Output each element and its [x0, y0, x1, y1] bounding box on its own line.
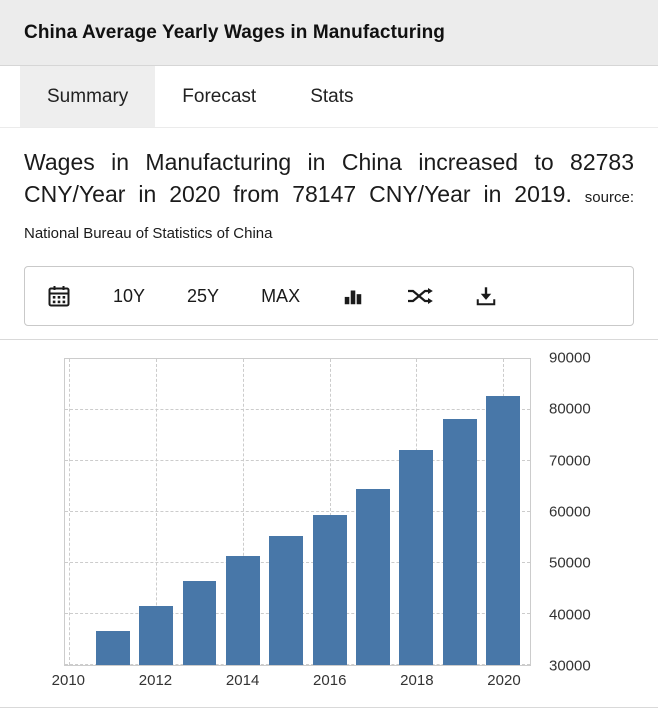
range-25y-button[interactable]: 25Y [185, 282, 221, 311]
bar-2016[interactable] [312, 514, 347, 665]
v-gridline [156, 359, 158, 665]
page-title: China Average Yearly Wages in Manufactur… [24, 21, 446, 43]
range-max-button[interactable]: MAX [259, 282, 302, 311]
chart-toolbar: 10Y 25Y MAX [24, 266, 634, 326]
chart-container: 30000 40000 50000 60000 70000 80000 90000 2010… [0, 339, 658, 708]
bar-2017[interactable] [356, 489, 390, 665]
x-tick-label: 2012 [138, 672, 173, 689]
y-tick-label: 50000 [549, 554, 591, 572]
y-tick-label: 80000 [549, 400, 591, 418]
bar-2019[interactable] [442, 419, 477, 665]
tab-bar: Summary Forecast Stats [0, 66, 658, 128]
range-10y-button[interactable]: 10Y [111, 282, 147, 311]
bar-2015[interactable] [269, 535, 304, 665]
tab-forecast[interactable]: Forecast [182, 85, 257, 107]
page-header: China Average Yearly Wages in Manufactur… [0, 0, 658, 66]
y-tick-label: 90000 [549, 349, 591, 367]
tab-summary[interactable]: Summary [20, 66, 156, 127]
bar-2013[interactable] [182, 581, 217, 665]
bar-2014[interactable] [225, 556, 260, 665]
bar-2020[interactable] [486, 395, 521, 665]
x-tick-label: 2018 [400, 672, 434, 689]
y-tick-label: 30000 [549, 657, 591, 675]
download-button[interactable] [473, 281, 499, 311]
h-gridline [65, 358, 530, 359]
calendar-icon [47, 284, 71, 308]
x-axis-labels: 2010 2012 2014 2016 2018 2020 [52, 672, 531, 694]
y-tick-label: 40000 [549, 606, 591, 624]
bar-2018[interactable] [399, 450, 434, 665]
chart-type-button[interactable] [340, 281, 366, 311]
y-tick-label: 70000 [549, 452, 591, 470]
download-icon [475, 285, 497, 307]
column-chart-icon [342, 285, 364, 307]
bar-2011[interactable] [95, 631, 130, 665]
summary-main-text: Wages in Manufacturing in China increase… [24, 149, 634, 207]
calendar-button[interactable] [45, 280, 73, 312]
x-tick-label: 2014 [225, 672, 260, 689]
bar-2012[interactable] [139, 605, 173, 665]
compare-icon [406, 285, 433, 307]
h-gridline [65, 409, 530, 410]
h-gridline [65, 460, 530, 461]
x-tick-label: 2016 [313, 672, 347, 689]
chart-plot-area [64, 358, 531, 666]
y-tick-label: 60000 [549, 503, 591, 521]
v-gridline [242, 359, 244, 665]
y-axis-labels: 30000 40000 50000 60000 70000 80000 90000 [532, 350, 654, 675]
x-tick-label: 2020 [487, 672, 521, 689]
compare-button[interactable] [404, 281, 435, 311]
x-tick-label: 2010 [51, 672, 86, 689]
source-attribution: source: National Bureau of Statistics of… [24, 189, 634, 242]
summary-text: Wages in Manufacturing in China increase… [0, 128, 658, 250]
tab-stats[interactable]: Stats [310, 85, 354, 107]
v-gridline [69, 359, 71, 665]
v-gridline [329, 359, 331, 665]
h-gridline [65, 511, 530, 512]
